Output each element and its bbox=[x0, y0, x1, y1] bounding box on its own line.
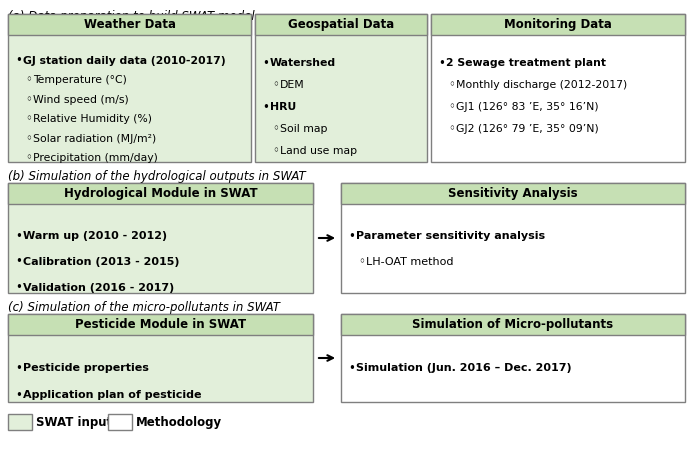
Text: Validation (2016 - 2017): Validation (2016 - 2017) bbox=[23, 283, 174, 293]
Text: Sensitivity Analysis: Sensitivity Analysis bbox=[448, 187, 578, 200]
Text: Methodology: Methodology bbox=[136, 415, 222, 429]
Bar bbox=[8, 14, 251, 35]
Text: ◦: ◦ bbox=[272, 78, 279, 91]
Text: Warm up (2010 - 2012): Warm up (2010 - 2012) bbox=[23, 231, 167, 241]
Text: Monitoring Data: Monitoring Data bbox=[504, 18, 612, 31]
Bar bbox=[8, 414, 32, 430]
Text: DEM: DEM bbox=[280, 80, 305, 90]
Text: Geospatial Data: Geospatial Data bbox=[288, 18, 394, 31]
Text: Soil map: Soil map bbox=[280, 124, 328, 134]
Text: Precipitation (mm/day): Precipitation (mm/day) bbox=[33, 153, 158, 163]
Text: ◦: ◦ bbox=[358, 255, 365, 268]
Text: •: • bbox=[15, 230, 22, 242]
Text: ◦: ◦ bbox=[448, 123, 455, 136]
Bar bbox=[8, 14, 251, 162]
Text: Land use map: Land use map bbox=[280, 146, 357, 156]
Bar bbox=[255, 14, 427, 35]
Bar bbox=[431, 14, 685, 162]
Text: GJ1 (126° 83 ’E, 35° 16’N): GJ1 (126° 83 ’E, 35° 16’N) bbox=[456, 102, 599, 112]
Text: (a) Data preparation to build SWAT model: (a) Data preparation to build SWAT model bbox=[8, 10, 254, 23]
Text: ◦: ◦ bbox=[25, 152, 32, 165]
Text: Watershed: Watershed bbox=[270, 58, 336, 68]
Text: Monthly discharge (2012-2017): Monthly discharge (2012-2017) bbox=[456, 80, 627, 90]
Text: Hydrological Module in SWAT: Hydrological Module in SWAT bbox=[64, 187, 257, 200]
Text: (b) Simulation of the hydrological outputs in SWAT: (b) Simulation of the hydrological outpu… bbox=[8, 170, 306, 183]
Text: ◦: ◦ bbox=[25, 93, 32, 106]
Text: •: • bbox=[15, 282, 22, 295]
Text: Simulation of Micro-pollutants: Simulation of Micro-pollutants bbox=[412, 318, 613, 331]
Text: Solar radiation (MJ/m²): Solar radiation (MJ/m²) bbox=[33, 134, 156, 143]
Bar bbox=[341, 314, 685, 402]
Text: Pesticide Module in SWAT: Pesticide Module in SWAT bbox=[75, 318, 246, 331]
Text: Calibration (2013 - 2015): Calibration (2013 - 2015) bbox=[23, 257, 179, 267]
Text: LH-OAT method: LH-OAT method bbox=[366, 257, 453, 267]
Bar bbox=[8, 183, 313, 293]
Bar bbox=[108, 414, 132, 430]
Text: •: • bbox=[15, 54, 22, 67]
Text: HRU: HRU bbox=[270, 102, 296, 112]
Bar bbox=[8, 314, 313, 335]
Text: Application plan of pesticide: Application plan of pesticide bbox=[23, 390, 202, 400]
Text: •: • bbox=[262, 57, 269, 70]
Text: ◦: ◦ bbox=[272, 123, 279, 136]
Text: Relative Humidity (%): Relative Humidity (%) bbox=[33, 114, 152, 124]
Text: Temperature (°C): Temperature (°C) bbox=[33, 75, 127, 85]
Bar bbox=[341, 183, 685, 204]
Bar bbox=[341, 183, 685, 293]
Bar bbox=[255, 14, 427, 162]
Text: •: • bbox=[15, 255, 22, 268]
Bar bbox=[8, 314, 313, 402]
Text: Wind speed (m/s): Wind speed (m/s) bbox=[33, 95, 129, 105]
Text: •: • bbox=[348, 361, 355, 374]
Text: SWAT inputs: SWAT inputs bbox=[36, 415, 119, 429]
Text: •: • bbox=[348, 230, 355, 242]
Text: •: • bbox=[438, 57, 445, 70]
Bar bbox=[431, 14, 685, 35]
Text: •: • bbox=[15, 361, 22, 374]
Text: (c) Simulation of the micro-pollutants in SWAT: (c) Simulation of the micro-pollutants i… bbox=[8, 301, 280, 314]
Text: Pesticide properties: Pesticide properties bbox=[23, 363, 149, 373]
Text: ◦: ◦ bbox=[25, 132, 32, 145]
Text: Simulation (Jun. 2016 – Dec. 2017): Simulation (Jun. 2016 – Dec. 2017) bbox=[356, 363, 572, 373]
Text: ◦: ◦ bbox=[25, 73, 32, 87]
Text: •: • bbox=[15, 389, 22, 402]
Bar bbox=[341, 314, 685, 335]
Text: GJ2 (126° 79 ’E, 35° 09’N): GJ2 (126° 79 ’E, 35° 09’N) bbox=[456, 124, 599, 134]
Text: ◦: ◦ bbox=[448, 100, 455, 113]
Text: Weather Data: Weather Data bbox=[83, 18, 175, 31]
Text: •: • bbox=[262, 100, 269, 113]
Text: GJ station daily data (2010-2017): GJ station daily data (2010-2017) bbox=[23, 55, 226, 65]
Text: ◦: ◦ bbox=[25, 112, 32, 125]
Text: ◦: ◦ bbox=[272, 144, 279, 158]
Text: ◦: ◦ bbox=[448, 78, 455, 91]
Text: Parameter sensitivity analysis: Parameter sensitivity analysis bbox=[356, 231, 545, 241]
Text: 2 Sewage treatment plant: 2 Sewage treatment plant bbox=[446, 58, 606, 68]
Bar bbox=[8, 183, 313, 204]
